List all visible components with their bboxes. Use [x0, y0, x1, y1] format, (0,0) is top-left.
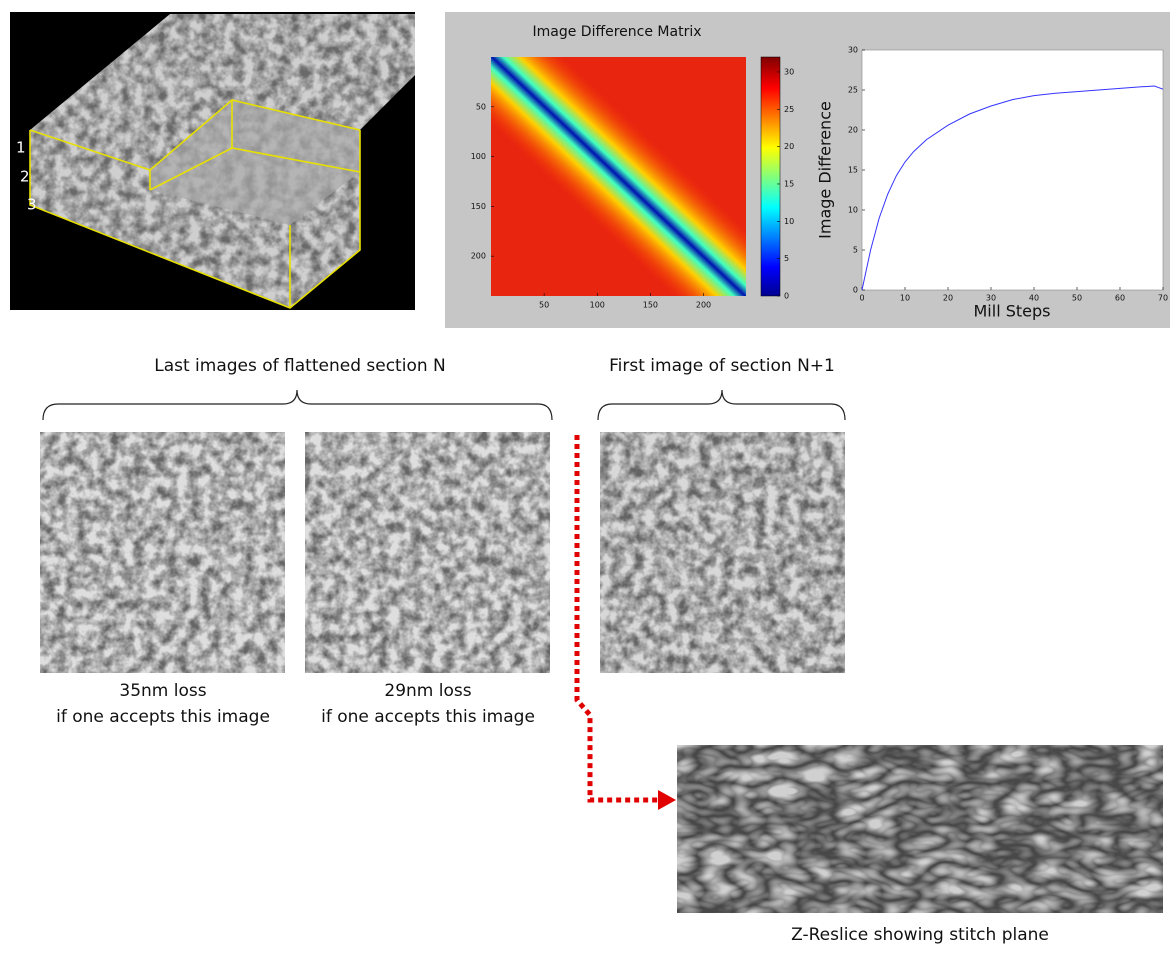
- y-tick-label: 25: [848, 86, 858, 95]
- colorbar-tick-label: 30: [784, 67, 794, 76]
- y-tick-label: 10: [848, 206, 858, 215]
- caption: 35nm loss: [119, 681, 206, 701]
- brace: [598, 390, 845, 420]
- em-image-texture: [600, 432, 845, 673]
- heatmap-diagonal-group: [491, 57, 746, 296]
- reslice-texture: [677, 745, 1163, 913]
- x-tick-label: 30: [986, 294, 996, 303]
- line-plot-area: [862, 50, 1163, 290]
- caption: Z-Reslice showing stitch plane: [791, 925, 1049, 945]
- x-tick-label: 40: [1029, 294, 1039, 303]
- x-tick-label: 50: [539, 301, 549, 310]
- em-image-texture: [40, 432, 285, 673]
- em-image: [305, 432, 550, 673]
- x-tick-label: 150: [643, 301, 658, 310]
- y-tick-label: 200: [471, 252, 486, 261]
- colorbar-tick-label: 15: [784, 179, 794, 188]
- x-axis-label: Mill Steps: [974, 302, 1051, 321]
- em-image: [600, 432, 845, 673]
- caption: if one accepts this image: [321, 707, 535, 727]
- section-heading: First image of section N+1: [609, 356, 835, 376]
- y-tick-label: 5: [853, 246, 858, 255]
- x-tick-label: 0: [859, 294, 864, 303]
- colorbar-tick-label: 20: [784, 142, 794, 151]
- colorbar-tick-label: 0: [784, 292, 789, 301]
- colorbar-tick-label: 5: [784, 254, 789, 263]
- colorbar-tick-label: 25: [784, 105, 794, 114]
- y-tick-label: 0: [853, 286, 858, 295]
- y-tick-label: 30: [848, 46, 858, 55]
- y-tick-label: 150: [471, 202, 486, 211]
- y-tick-label: 50: [476, 102, 486, 111]
- arrow-head: [658, 790, 676, 810]
- caption: 29nm loss: [384, 681, 471, 701]
- block-label: 3: [27, 196, 37, 214]
- figure: 1 2 3 Image Difference Matrix Image Diff…: [0, 0, 1170, 949]
- heatmap-title: Image Difference Matrix: [533, 24, 702, 40]
- block-label: 2: [20, 168, 30, 186]
- y-tick-label: 15: [848, 166, 858, 175]
- colorbar: [761, 57, 780, 296]
- brace: [43, 390, 552, 420]
- caption: if one accepts this image: [56, 707, 270, 727]
- x-tick-label: 50: [1072, 294, 1082, 303]
- x-tick-label: 100: [590, 301, 605, 310]
- x-tick-label: 60: [1115, 294, 1125, 303]
- colorbar-tick-label: 10: [784, 217, 794, 226]
- x-tick-label: 200: [696, 301, 711, 310]
- x-tick-label: 20: [943, 294, 953, 303]
- heatmap-diagonal: [491, 57, 746, 296]
- em-image-texture: [305, 432, 550, 673]
- block-label: 1: [16, 139, 26, 157]
- y-tick-label: 100: [471, 152, 486, 161]
- section-heading: Last images of flattened section N: [154, 356, 446, 376]
- y-tick-label: 20: [848, 126, 858, 135]
- y-axis-label: Image Difference: [816, 101, 835, 239]
- x-tick-label: 10: [900, 294, 910, 303]
- x-tick-label: 70: [1158, 294, 1168, 303]
- em-image: [40, 432, 285, 673]
